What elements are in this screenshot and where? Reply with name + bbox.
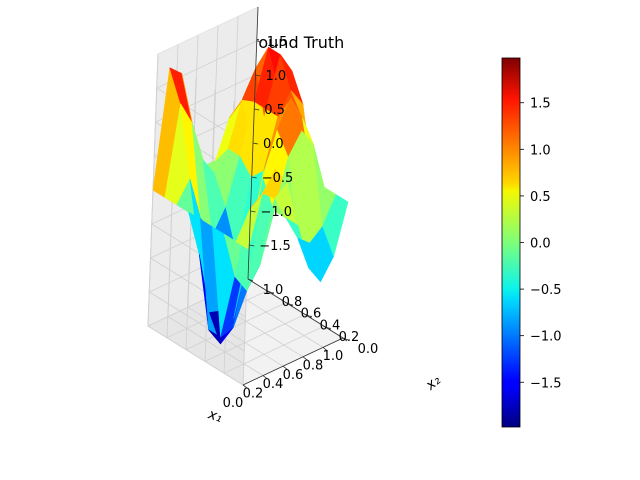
surface-plot (152, 46, 349, 345)
z-tick-label: 0.5 (264, 103, 285, 118)
y-tick-label: 0.8 (282, 295, 303, 310)
z-tick-label: 0.0 (263, 137, 284, 152)
gridline-y-floor (223, 325, 325, 374)
colorbar-tick-label: 0.0 (530, 237, 551, 252)
y-tick-label: 0.0 (358, 342, 379, 357)
x-tick-mark (262, 375, 268, 379)
x-tick-label: 0.8 (303, 358, 324, 373)
z-tick-mark (251, 176, 257, 179)
z-tick-mark (249, 244, 255, 247)
z-tick-mark (252, 142, 259, 145)
colorbar-tick-label: −1.5 (530, 376, 562, 391)
gridline-y-floor (204, 314, 306, 362)
x-tick-label: 0.6 (283, 368, 304, 383)
y-axis-line (247, 278, 344, 339)
y-tick-mark (285, 302, 292, 305)
z-tick-label: −0.5 (262, 171, 294, 186)
colorbar-tick-label: 0.5 (530, 190, 551, 205)
x-tick-mark (242, 384, 248, 389)
z-tick-label: 1.5 (267, 35, 288, 50)
x-tick-label: 0.0 (223, 396, 244, 411)
colorbar-tick-label: −0.5 (530, 283, 562, 298)
y-axis-ticks: 0.00.20.40.60.81.0 (247, 278, 379, 357)
chart-title: Ground Truth (240, 33, 345, 52)
x-tick-mark (302, 356, 308, 361)
z-tick-mark (250, 210, 256, 213)
y-tick-mark (247, 278, 254, 282)
x-tick-mark (322, 347, 328, 351)
surface-patch (322, 194, 349, 257)
x-tick-label: 1.0 (323, 349, 344, 364)
y-tick-label: 0.4 (320, 318, 341, 333)
z-tick-label: −1.5 (259, 239, 291, 254)
y-tick-label: 0.2 (339, 330, 360, 345)
x-axis-label: x₁ (205, 406, 224, 426)
x-axis-ticks: 0.00.20.40.60.81.0 (223, 337, 348, 411)
z-axis-ticks: −1.5 −1.0 −0.5 0.0 0.5 1.0 1.5 (249, 35, 293, 254)
gridline-z (155, 40, 257, 148)
colorbar-tick-label: 1.5 (530, 97, 551, 112)
colorbar-ticks: −1.5 −1.0 −0.5 0.0 0.5 1.0 1.5 (520, 97, 562, 391)
colorbar-tick-label: −1.0 (530, 330, 562, 345)
gridline-y-floor (185, 302, 287, 350)
x-tick-label: 0.2 (243, 387, 264, 402)
z-tick-label: −1.0 (261, 205, 293, 220)
y-axis-label: x₂ (422, 372, 444, 394)
z-tick-label: 1.0 (266, 69, 287, 84)
colorbar (501, 57, 521, 428)
y-tick-mark (266, 290, 273, 294)
y-tick-mark (304, 314, 311, 317)
y-tick-mark (342, 337, 349, 341)
y-tick-mark (323, 325, 330, 329)
y-tick-label: 0.6 (301, 307, 322, 322)
z-tick-mark (254, 108, 260, 111)
colorbar-tick-label: 1.0 (530, 143, 551, 158)
z-tick-mark (256, 40, 262, 43)
y-tick-label: 1.0 (263, 283, 284, 298)
x-axis-line (242, 337, 344, 386)
x-tick-label: 0.4 (263, 377, 284, 392)
z-tick-mark (255, 74, 261, 77)
x-tick-mark (282, 365, 288, 370)
